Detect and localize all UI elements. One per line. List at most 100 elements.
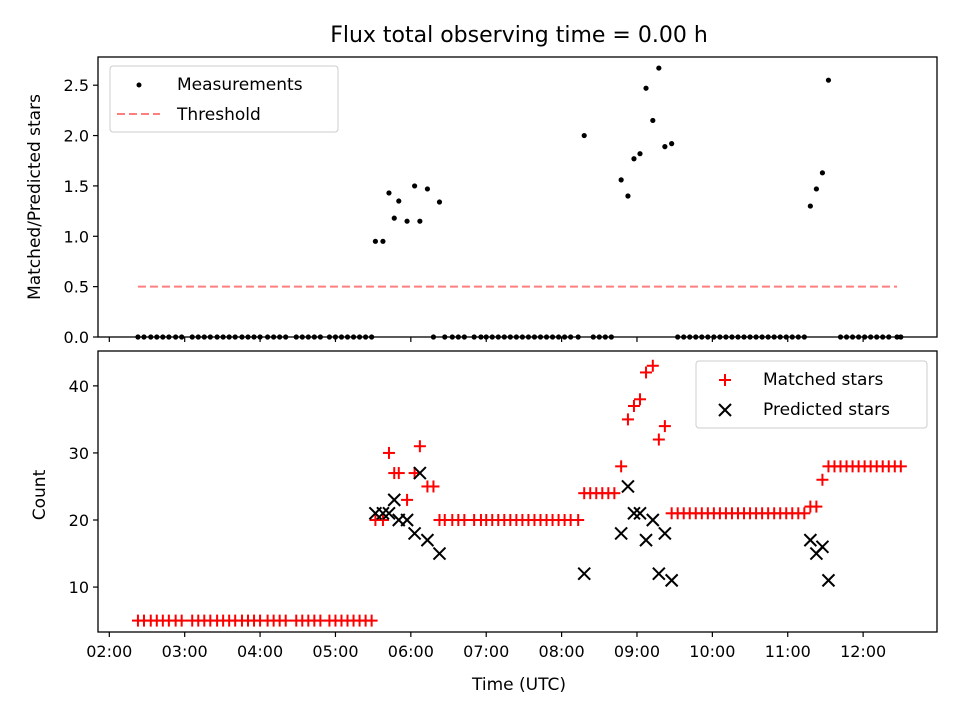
matched-star-point [427,480,440,493]
predicted-star-point [646,513,660,527]
predicted-star-point [627,506,641,521]
predicted-star-point [652,566,666,581]
measurement-point [396,198,402,204]
legend-top: Measurements Threshold [109,65,339,133]
predicted-star-point [633,506,647,521]
y-tick-label: 1.0 [64,227,89,246]
y-axis-label-bottom: Count [30,469,50,520]
measurement-point [825,77,832,83]
predicted-star-point [639,533,653,547]
matched-star-point [798,507,811,520]
y-tick-label: 0.5 [64,278,89,297]
matched-star-point [621,413,634,426]
x-tick-label: 06:00 [388,642,434,661]
x-tick-label: 07:00 [463,642,509,661]
matched-star-point [652,433,665,446]
predicted-star-point [621,479,635,494]
x-tick-label: 10:00 [689,642,735,661]
measurement-point [372,238,379,244]
x-tick-label: 05:00 [312,642,358,661]
measurement-point [436,199,443,205]
legend-predicted-marker [718,403,732,417]
x-axis-label: Time (UTC) [471,675,566,695]
legend-matched-label: Matched stars [763,370,883,390]
legend-measurements-label: Measurements [177,75,303,95]
measurement-point [669,141,675,147]
predicted-star-point [420,533,435,547]
matched-star-point [382,446,395,459]
matched-star-point [640,366,653,379]
measurement-point [807,203,813,209]
x-tick-label: 11:00 [765,642,811,661]
measurement-point [637,151,643,157]
legend-bottom: Matched stars Predicted stars [695,360,928,429]
measurement-point [656,65,662,71]
predicted-star-point [577,566,591,581]
legend-predicted-label: Predicted stars [763,400,890,420]
matched-star-point [392,467,405,480]
matched-star-point [894,460,907,473]
legend-threshold-label: Threshold [176,105,261,125]
x-tick-label: 02:00 [86,642,132,661]
legend-measurements-marker [136,82,142,88]
measurement-point [417,218,423,224]
measurement-point [662,144,668,150]
matched-star-point [627,399,640,412]
flux-panel-frame [97,56,938,338]
x-tick-label: 03:00 [162,642,208,661]
x-tick-label: 12:00 [840,642,886,661]
matched-star-point [810,500,823,513]
x-tick-label: 08:00 [539,642,585,661]
x-tick-label: 04:00 [237,642,283,661]
matched-star-point [608,487,621,500]
matched-star-point [646,359,659,372]
matched-star-point [615,460,628,473]
chart-title: Flux total observing time = 0.00 h [330,23,708,48]
measurement-point [650,117,656,124]
measurement-point [618,177,624,183]
legend-matched-marker [719,374,731,386]
measurement-point [386,190,392,196]
predicted-star-point [382,506,396,521]
predicted-star-point [821,573,836,588]
predicted-star-point [432,546,447,561]
matched-star-point [633,393,646,406]
matched-star-point [279,614,292,627]
flux-panel: 0.0 0.5 1.0 1.5 2.0 2.5 Matched/Predicted sta… [25,56,938,347]
matched-star-point [365,614,378,627]
predicted-star-point [815,540,830,554]
measurement-point [412,183,418,189]
measurement-point [424,186,431,192]
predicted-star-point [803,533,818,547]
measurement-point [643,85,649,91]
y-tick-label: 1.5 [64,177,89,196]
y-tick-label: 0.0 [64,328,89,347]
matched-star-point [572,514,585,527]
measurement-point [581,132,587,139]
predicted-star-point [400,513,414,527]
y-tick-label: 2.0 [64,127,89,146]
predicted-star-point [413,466,427,480]
predicted-star-point [658,526,672,541]
y-tick-label: 2.5 [64,76,89,95]
y-tick-label: 20 [69,511,89,530]
matched-star-point [401,493,414,506]
count-panel: 02:00 03:00 04:00 05:00 06:00 07:00 08:00 09:00… [30,350,938,695]
predicted-star-point [614,526,628,541]
measurement-point [625,193,631,199]
measurement-point [391,215,397,221]
x-tick-label: 09:00 [614,642,660,661]
y-tick-label: 40 [69,377,89,396]
matched-star-point [175,614,188,627]
measurement-point [380,238,386,244]
measurement-point [819,170,826,176]
matched-star-point [413,440,426,453]
count-panel-frame [97,350,938,633]
measurement-point [813,186,819,192]
predicted-star-point [376,506,390,521]
measurement-point [631,156,637,162]
y-axis-label-top: Matched/Predicted stars [25,94,45,300]
predicted-star-point [387,493,401,507]
predicted-star-point [664,573,679,588]
